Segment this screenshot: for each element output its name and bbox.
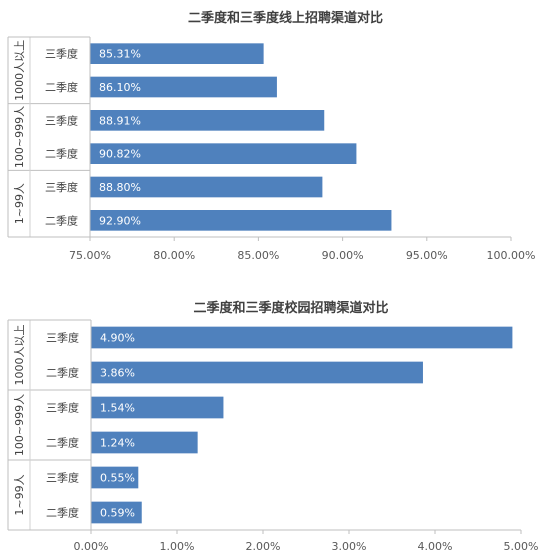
bar xyxy=(91,501,142,524)
category-label: 二季度 xyxy=(46,436,79,450)
data-label: 88.80% xyxy=(99,181,141,194)
x-tick-label: 2.00% xyxy=(246,540,281,553)
bar xyxy=(90,143,357,164)
data-label: 3.86% xyxy=(100,367,135,380)
bar xyxy=(91,326,513,349)
data-label: 90.82% xyxy=(99,148,141,161)
bar xyxy=(90,76,277,98)
x-tick-label: 3.00% xyxy=(332,540,367,553)
data-label: 86.10% xyxy=(99,81,141,94)
bar xyxy=(90,176,323,198)
x-tick-label: 5.00% xyxy=(504,540,539,553)
data-label: 85.31% xyxy=(99,48,141,61)
category-label: 二季度 xyxy=(45,213,78,227)
bar xyxy=(91,466,139,489)
chart-2: 二季度和三季度校园招聘渠道对比 4.90% 三季度 3.86% 二季度 1000人以上 1.… xyxy=(7,300,539,553)
group-label: 1000人以上 xyxy=(13,40,26,101)
group-label: 100~999人 xyxy=(13,394,26,456)
x-tick-label: 4.00% xyxy=(418,540,453,553)
data-label: 88.91% xyxy=(99,114,141,127)
category-label: 三季度 xyxy=(46,401,79,415)
group-label: 100~999人 xyxy=(13,106,26,168)
x-tick-label: 90.00% xyxy=(322,249,364,262)
chart-title: 二季度和三季度校园招聘渠道对比 xyxy=(193,300,388,316)
x-tick-label: 100.00% xyxy=(487,249,536,262)
category-label: 二季度 xyxy=(46,366,79,380)
bar xyxy=(91,396,224,419)
category-label: 三季度 xyxy=(46,331,79,345)
data-label: 1.24% xyxy=(100,437,135,450)
data-label: 0.55% xyxy=(100,472,135,485)
group-label: 1~99人 xyxy=(13,183,26,224)
category-label: 三季度 xyxy=(45,113,78,127)
chart-title: 二季度和三季度线上招聘渠道对比 xyxy=(188,10,383,26)
category-label: 二季度 xyxy=(46,506,79,520)
data-label: 92.90% xyxy=(99,214,141,227)
data-label: 0.59% xyxy=(100,507,135,520)
bar xyxy=(90,43,264,64)
x-tick-label: 80.00% xyxy=(153,249,195,262)
x-tick-label: 1.00% xyxy=(160,540,195,553)
bar xyxy=(90,110,325,131)
category-label: 三季度 xyxy=(45,47,78,61)
x-tick-label: 85.00% xyxy=(237,249,279,262)
x-tick-label: 0.00% xyxy=(74,540,109,553)
category-label: 二季度 xyxy=(45,147,78,161)
category-label: 二季度 xyxy=(45,80,78,94)
bar xyxy=(91,361,423,384)
x-tick-label: 95.00% xyxy=(406,249,448,262)
group-label: 1~99人 xyxy=(13,474,26,515)
category-label: 三季度 xyxy=(46,471,79,485)
data-label: 4.90% xyxy=(100,332,135,345)
chart-1: 二季度和三季度线上招聘渠道对比 85.31% 三季度 86.10% 二季度 1000人以上… xyxy=(7,10,536,262)
x-tick-label: 75.00% xyxy=(69,249,111,262)
category-label: 三季度 xyxy=(45,180,78,194)
bar xyxy=(91,431,198,454)
group-label: 1000人以上 xyxy=(13,325,26,386)
bar xyxy=(90,210,392,231)
data-label: 1.54% xyxy=(100,402,135,415)
